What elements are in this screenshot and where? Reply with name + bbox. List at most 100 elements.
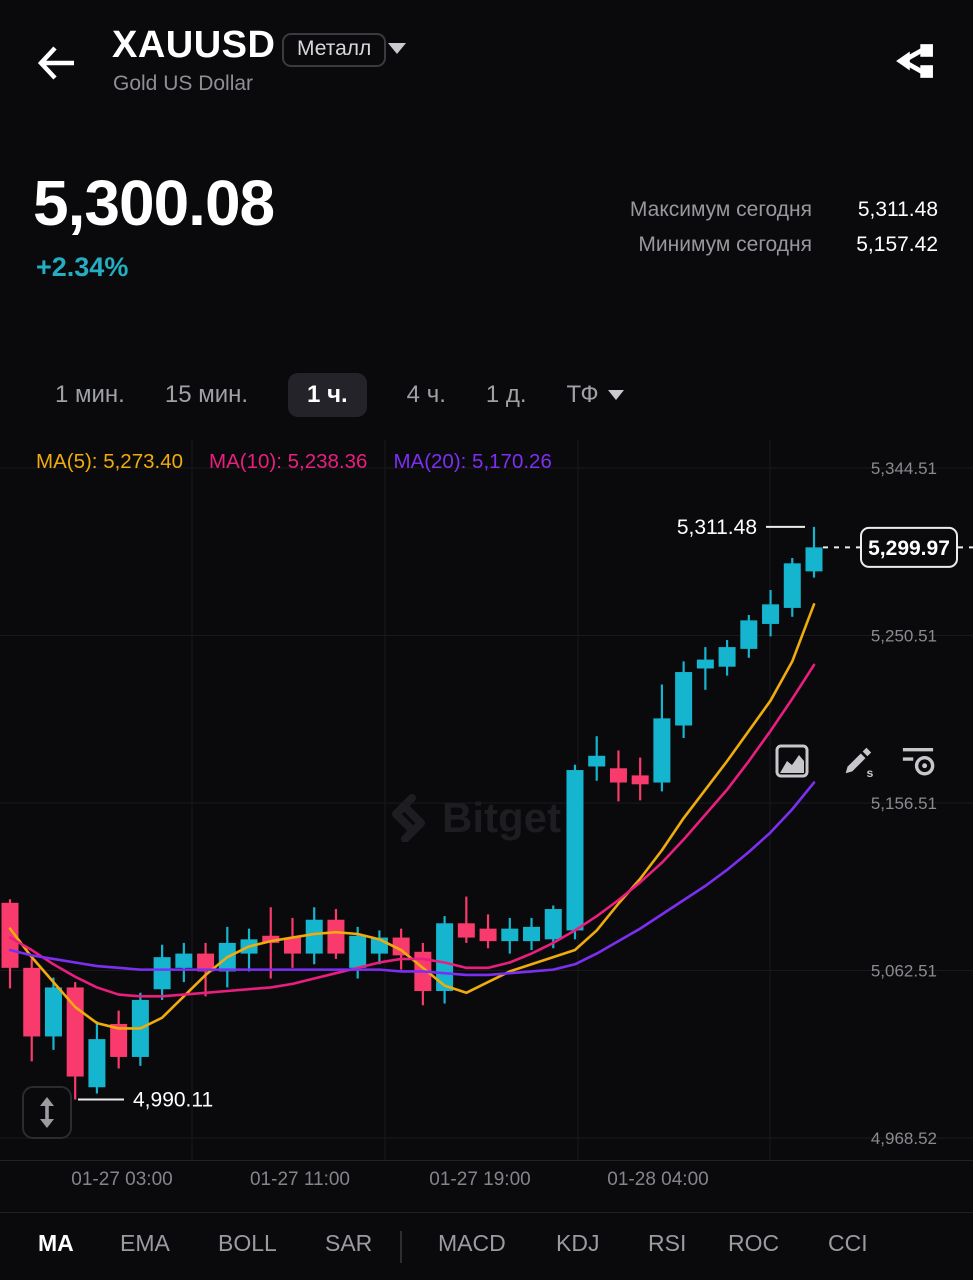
y-axis-label: 4,968.52 (871, 1129, 937, 1148)
time-label-3: 01-27 19:00 (429, 1169, 531, 1190)
timeframe-tab-4h[interactable]: 4 ч. (406, 381, 446, 408)
ma5-legend: MA(5): 5,273.40 (36, 450, 184, 473)
tab-ma[interactable]: MA (38, 1230, 74, 1256)
tab-boll[interactable]: BOLL (218, 1230, 277, 1256)
day-high-row: Максимум сегодня 5,311.48 (630, 198, 938, 222)
candle (262, 935, 280, 943)
symbol-subtitle: Gold US Dollar (113, 72, 254, 95)
tab-kdj[interactable]: KDJ (556, 1230, 600, 1256)
day-low-label: Минимум сегодня (638, 233, 812, 256)
y-axis-label: 5,250.51 (871, 627, 937, 646)
price-change-percent: +2.34% (36, 252, 129, 282)
timeframe-tab-15min[interactable]: 15 мин. (164, 381, 249, 408)
candle (718, 647, 736, 667)
timeframe-more-label: ТФ (566, 381, 599, 408)
candle (175, 953, 193, 968)
last-price: 5,300.08 (33, 167, 275, 239)
candle (392, 937, 410, 956)
candle (653, 718, 671, 783)
day-stats: Максимум сегодня 5,311.48 Минимум сегодн… (630, 198, 938, 257)
time-axis: 01-27 03:00 01-27 11:00 01-27 19:00 01-2… (0, 1160, 973, 1206)
expand-chart-button[interactable] (22, 1086, 72, 1139)
candle (609, 768, 627, 783)
symbol-title: XAUUSD (112, 24, 276, 66)
market-type-badge: Металл (282, 33, 387, 67)
y-axis-label: 5,062.51 (871, 962, 937, 981)
candlestick-chart-svg[interactable]: 5,344.51 5,250.51 5,156.51 5,062.51 4,968.52… (0, 440, 973, 1160)
y-axis-label: 5,344.51 (871, 459, 937, 478)
chevron-down-icon (607, 390, 624, 400)
last-price-label: 5,299.97 (868, 537, 950, 560)
low-annotation: 4,990.11 (133, 1089, 213, 1112)
indicator-tab-bar: MA EMA BOLL SAR MACD KDJ RSI ROC CCI (0, 1212, 973, 1280)
share-icon (896, 44, 933, 78)
tab-ema[interactable]: EMA (120, 1230, 170, 1256)
candle (88, 1039, 106, 1088)
back-arrow-icon (37, 46, 74, 80)
timeframe-tab-1h-active[interactable]: 1 ч. (288, 373, 367, 417)
ma10-legend: MA(10): 5,238.36 (209, 450, 368, 473)
high-annotation: 5,311.48 (677, 516, 757, 539)
back-button[interactable] (34, 42, 80, 84)
candle (44, 987, 62, 1037)
candle (197, 953, 215, 972)
last-price-box (860, 526, 958, 568)
chart-style-button[interactable] (775, 744, 809, 778)
tab-roc[interactable]: ROC (728, 1230, 780, 1256)
candle (523, 926, 541, 942)
pencil-icon: s (845, 747, 873, 780)
candle (153, 957, 171, 990)
candle (283, 937, 301, 954)
tab-macd[interactable]: MACD (438, 1230, 506, 1256)
day-low-row: Минимум сегодня 5,157.42 (630, 233, 938, 257)
settings-lines-gear-icon (902, 747, 935, 776)
day-high-label: Максимум сегодня (629, 198, 812, 221)
candle (631, 775, 649, 785)
time-label-2: 01-27 11:00 (249, 1169, 351, 1190)
ma20-line (8, 781, 816, 977)
tab-cci[interactable]: CCI (828, 1230, 866, 1256)
ma10-line (8, 663, 816, 998)
candle (327, 919, 345, 954)
candle (762, 604, 780, 624)
tab-sar[interactable]: SAR (325, 1230, 373, 1256)
candle (544, 909, 562, 940)
timeframe-more-button[interactable]: ТФ (567, 381, 624, 409)
tab-rsi[interactable]: RSI (648, 1230, 687, 1256)
candle (740, 620, 758, 649)
candle (696, 659, 714, 669)
share-button[interactable] (894, 42, 936, 82)
symbol-dropdown-icon[interactable] (388, 43, 406, 54)
draw-tools-button[interactable]: s (840, 744, 874, 780)
y-axis-label: 5,156.51 (871, 794, 937, 813)
candle (675, 672, 693, 726)
time-label-4: 01-28 04:00 (607, 1169, 709, 1190)
candle (457, 923, 475, 938)
indicator-tabs: MA EMA BOLL SAR MACD KDJ RSI ROC CCI (0, 1213, 866, 1280)
timeframe-tab-1d[interactable]: 1 д. (485, 381, 527, 408)
grid-layer (0, 440, 973, 1160)
day-high-value: 5,311.48 (857, 198, 938, 221)
tab-group-divider (400, 1231, 402, 1263)
candle (349, 935, 367, 968)
candle (805, 547, 823, 572)
area-chart-icon (775, 744, 809, 778)
watermark-text: Bitget (442, 794, 561, 841)
indicator-settings-button[interactable] (901, 744, 935, 778)
price-chart[interactable]: Bitget 5,344.51 5,250.51 5,156.51 5,062.51 4… (0, 440, 973, 1161)
candle (588, 755, 606, 767)
timeframe-row: 1 мин. 15 мин. 1 ч. 4 ч. 1 д. ТФ s (0, 366, 973, 780)
timeframe-tab-1min[interactable]: 1 мин. (55, 381, 125, 408)
candle (110, 1023, 128, 1057)
ma20-legend: MA(20): 5,170.26 (393, 450, 552, 473)
candle (783, 563, 801, 608)
candle (501, 928, 519, 942)
vertical-expand-icon (40, 1097, 54, 1128)
time-label-1: 01-27 03:00 (71, 1169, 173, 1190)
ma-legend[interactable]: MA(5): 5,273.40 MA(10): 5,238.36 MA(20):… (36, 450, 552, 474)
ma5-line (8, 603, 816, 1030)
candle (23, 967, 41, 1037)
candle (305, 919, 323, 954)
svg-text:s: s (866, 766, 873, 778)
